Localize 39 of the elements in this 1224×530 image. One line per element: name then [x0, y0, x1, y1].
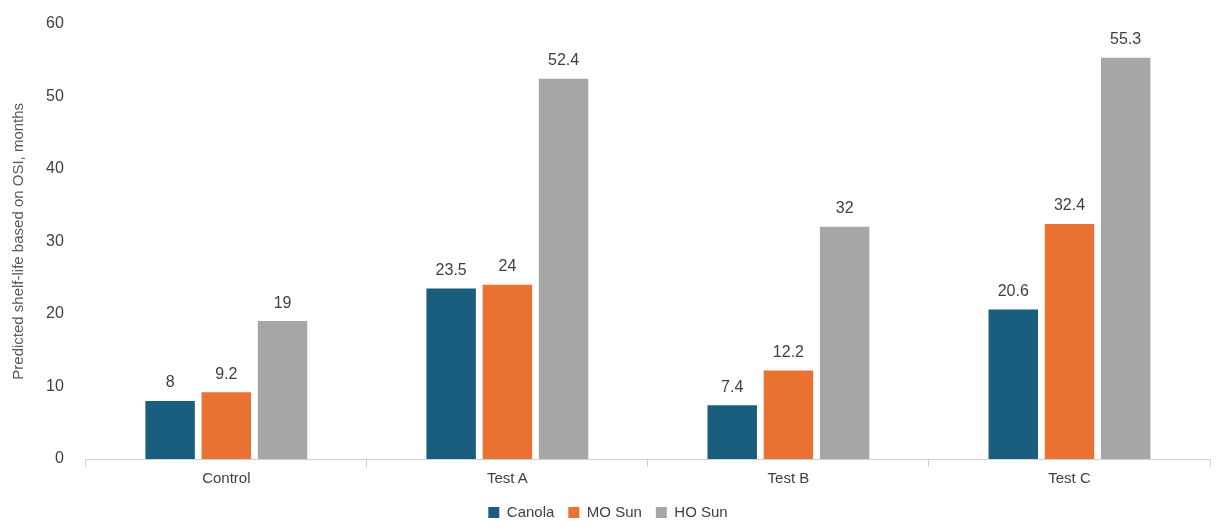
bar [201, 392, 252, 459]
bar [257, 321, 308, 459]
y-tick-label: 20 [46, 304, 64, 322]
data-label: 32 [835, 199, 854, 217]
data-label: 9.2 [215, 364, 238, 382]
data-label: 19 [273, 293, 292, 311]
y-tick-label: 30 [46, 231, 64, 249]
data-label: 12.2 [772, 342, 805, 360]
legend-label: HO Sun [674, 502, 728, 520]
bar [426, 288, 476, 459]
data-label: 8 [165, 373, 175, 391]
x-tick-label: Control [202, 469, 251, 487]
y-tick-label: 50 [46, 86, 64, 104]
data-label: 20.6 [997, 281, 1029, 299]
bar [707, 405, 757, 459]
bar [482, 284, 533, 459]
y-tick-label: 60 [46, 14, 64, 32]
bar [988, 309, 1038, 459]
data-label: 7.4 [721, 377, 744, 395]
y-tick-label: 40 [46, 159, 64, 177]
bar [763, 370, 814, 459]
x-tick-label: Test B [767, 469, 810, 487]
bar [145, 400, 195, 459]
data-label: 24 [498, 257, 517, 275]
data-label: 32.4 [1053, 196, 1086, 214]
bar [1044, 223, 1095, 459]
y-axis-title: Predicted shelf-life based on OSI, months [9, 102, 27, 380]
y-tick-label: 10 [46, 376, 64, 394]
data-label: 52.4 [548, 51, 580, 69]
legend-label: Canola [506, 502, 555, 520]
data-label: 23.5 [435, 260, 467, 278]
bar [1100, 57, 1151, 459]
y-tick-label: 0 [54, 449, 64, 467]
x-tick-label: Test A [486, 469, 528, 487]
data-label: 55.3 [1110, 30, 1142, 48]
legend-label: MO Sun [586, 502, 642, 520]
x-tick-label: Test C [1048, 469, 1091, 487]
bar [819, 226, 870, 459]
bar [538, 78, 589, 459]
